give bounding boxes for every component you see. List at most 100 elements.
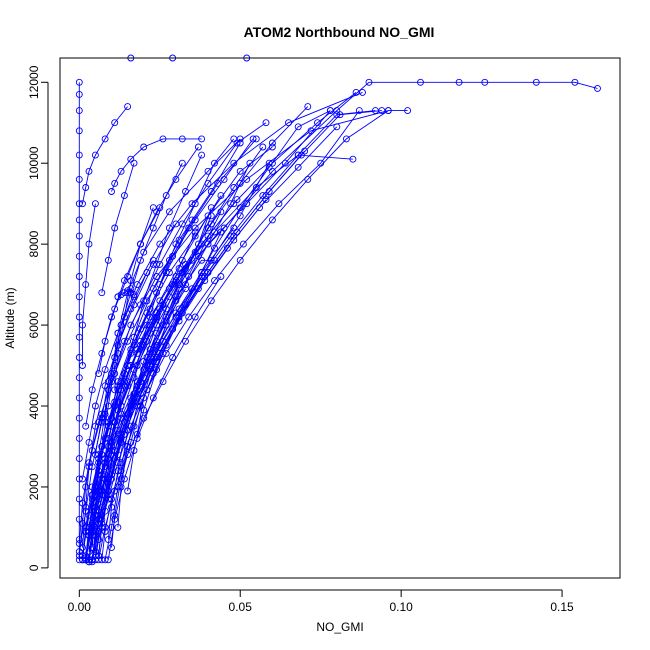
data-point — [265, 163, 273, 171]
data-point — [111, 487, 119, 495]
data-point — [75, 374, 83, 382]
data-point — [85, 523, 93, 531]
data-point — [217, 228, 225, 236]
data-point — [204, 240, 212, 248]
data-point — [259, 143, 267, 151]
data-point — [191, 248, 199, 256]
data-series-51 — [117, 143, 267, 475]
series-line — [111, 345, 167, 548]
data-series-55 — [133, 212, 215, 438]
data-point — [120, 378, 128, 386]
data-point — [75, 232, 83, 240]
x-tick-label: 0.15 — [550, 600, 574, 614]
data-series-57 — [101, 159, 186, 426]
data-point — [532, 78, 540, 86]
data-point — [101, 463, 109, 471]
data-point — [75, 455, 83, 463]
data-point — [153, 341, 161, 349]
data-point — [79, 321, 86, 329]
data-point — [207, 188, 215, 195]
data-point — [101, 135, 109, 143]
data-point — [133, 394, 141, 402]
data-point — [143, 309, 151, 317]
plot-frame — [59, 57, 621, 579]
data-point — [571, 78, 579, 86]
data-series-46 — [108, 151, 206, 450]
data-point — [75, 252, 83, 260]
data-series-52 — [79, 103, 132, 208]
x-tick-label: 0.05 — [229, 600, 253, 614]
data-point — [114, 467, 122, 475]
data-point — [75, 540, 83, 548]
data-point — [188, 216, 196, 224]
data-point — [191, 224, 199, 232]
data-point — [243, 200, 251, 208]
data-point — [104, 475, 112, 483]
y-tick-label: 6000 — [27, 311, 41, 338]
data-point — [236, 167, 244, 175]
data-point — [194, 143, 202, 151]
data-series-27 — [108, 135, 206, 195]
series-line — [107, 276, 222, 560]
data-point — [140, 143, 148, 151]
series-line — [82, 203, 96, 366]
data-point — [101, 523, 109, 531]
data-point — [124, 273, 132, 280]
series-line — [111, 154, 203, 447]
data-point — [211, 277, 218, 285]
data-point — [117, 483, 125, 491]
data-point — [249, 135, 257, 143]
series-line — [78, 122, 267, 556]
data-point — [127, 289, 135, 297]
data-point — [365, 78, 373, 86]
data-point — [111, 305, 119, 313]
data-point — [101, 483, 109, 491]
data-point — [120, 475, 128, 483]
data-point — [217, 273, 225, 280]
series-line — [82, 142, 241, 556]
data-point — [185, 313, 193, 321]
data-point — [91, 200, 99, 208]
data-point — [140, 248, 148, 256]
data-point — [117, 434, 125, 442]
x-axis-label: NO_GMI — [316, 620, 363, 634]
y-axis-label: Altitude (m) — [3, 287, 17, 348]
series-line — [78, 110, 389, 552]
data-point — [91, 402, 99, 410]
data-series-54 — [85, 196, 241, 531]
y-tick-label: 8000 — [27, 230, 41, 257]
series-line — [85, 110, 376, 560]
data-point — [146, 345, 154, 353]
series-line — [101, 163, 135, 293]
data-point — [169, 325, 177, 333]
data-point — [124, 487, 132, 495]
data-point — [149, 394, 157, 402]
series-line — [88, 199, 238, 528]
data-point — [252, 135, 260, 143]
data-point — [82, 281, 90, 289]
data-point — [120, 337, 128, 345]
data-point — [140, 394, 148, 402]
data-point — [156, 240, 164, 248]
data-point — [104, 434, 112, 442]
data-point — [336, 111, 344, 119]
data-point — [108, 188, 115, 195]
data-point — [127, 345, 135, 353]
data-point — [124, 451, 132, 459]
data-point — [153, 354, 161, 361]
data-point — [82, 483, 90, 491]
data-point — [211, 244, 218, 252]
data-series-49 — [127, 135, 238, 410]
data-point — [108, 414, 115, 422]
data-point — [159, 378, 167, 386]
data-point — [75, 552, 83, 560]
data-point — [191, 313, 199, 321]
data-point — [133, 386, 141, 394]
data-point — [455, 78, 463, 86]
data-point — [75, 175, 83, 183]
data-point — [178, 135, 186, 143]
data-point — [342, 135, 350, 143]
data-point — [137, 256, 144, 264]
data-point — [172, 240, 180, 248]
data-series-60 — [95, 143, 202, 378]
